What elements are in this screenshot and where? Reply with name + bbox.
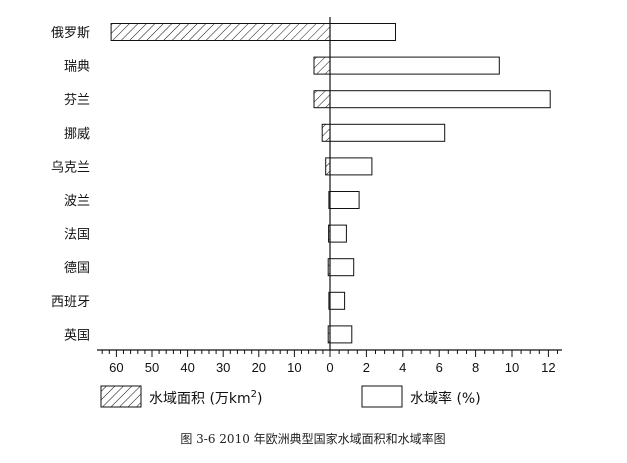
bar-rate-7 bbox=[329, 258, 355, 277]
left-tick-label-5: 10 bbox=[287, 360, 301, 375]
bar-rate-6 bbox=[329, 224, 347, 243]
bar-rate-4 bbox=[329, 157, 373, 176]
bar-rate-9 bbox=[329, 325, 353, 344]
left-tick-label-2: 40 bbox=[180, 360, 194, 375]
category-label-2: 芬兰 bbox=[64, 93, 90, 108]
right-tick-label-6: 12 bbox=[541, 360, 555, 375]
right-tick-label-1: 2 bbox=[363, 360, 370, 375]
bar-area-4 bbox=[325, 157, 331, 176]
bar-rate-5 bbox=[329, 191, 360, 209]
right-tick-label-5: 10 bbox=[505, 360, 519, 375]
legend-label-area: 水域面积 (万km2) bbox=[149, 389, 263, 407]
category-label-9: 英国 bbox=[64, 328, 90, 343]
bar-rate-2 bbox=[329, 90, 551, 109]
left-tick-label-0: 60 bbox=[109, 360, 123, 375]
legend-label-rate: 水域率 (%) bbox=[410, 390, 481, 407]
legend-swatch-empty bbox=[361, 385, 403, 408]
category-label-7: 德国 bbox=[64, 261, 90, 276]
bar-rate-0 bbox=[329, 23, 396, 41]
bar-area-0 bbox=[110, 23, 331, 41]
bar-area-2 bbox=[313, 90, 331, 109]
category-label-5: 波兰 bbox=[64, 194, 90, 209]
category-label-0: 俄罗斯 bbox=[51, 26, 90, 41]
left-tick-label-4: 20 bbox=[252, 360, 266, 375]
legend: 水域面积 (万km2) 水域率 (%) bbox=[100, 385, 481, 408]
category-label-3: 挪威 bbox=[64, 127, 90, 142]
figure-caption: 图 3-6 2010 年欧洲典型国家水域面积和水域率图 bbox=[180, 431, 445, 446]
legend-swatch-hatched bbox=[100, 385, 142, 408]
zero-tick-label: 0 bbox=[326, 360, 333, 375]
axes-group: 60 50 40 30 20 10 0 2 4 6 8 10 12 bbox=[97, 17, 562, 375]
left-tick-label-1: 50 bbox=[145, 360, 159, 375]
bar-area-3 bbox=[321, 123, 331, 142]
category-label-4: 乌克兰 bbox=[51, 159, 90, 175]
category-label-6: 法国 bbox=[64, 228, 90, 243]
right-tick-label-4: 8 bbox=[472, 360, 479, 375]
right-tick-label-3: 6 bbox=[436, 360, 443, 375]
bar-rate-3 bbox=[329, 123, 446, 142]
right-tick-label-2: 4 bbox=[399, 360, 406, 375]
bars-group bbox=[110, 23, 551, 344]
bar-rate-1 bbox=[329, 56, 500, 75]
bar-rate-8 bbox=[329, 291, 346, 310]
bar-area-1 bbox=[313, 56, 331, 75]
category-label-8: 西班牙 bbox=[51, 295, 90, 310]
left-tick-label-3: 30 bbox=[216, 360, 230, 375]
category-label-1: 瑞典 bbox=[64, 60, 90, 75]
